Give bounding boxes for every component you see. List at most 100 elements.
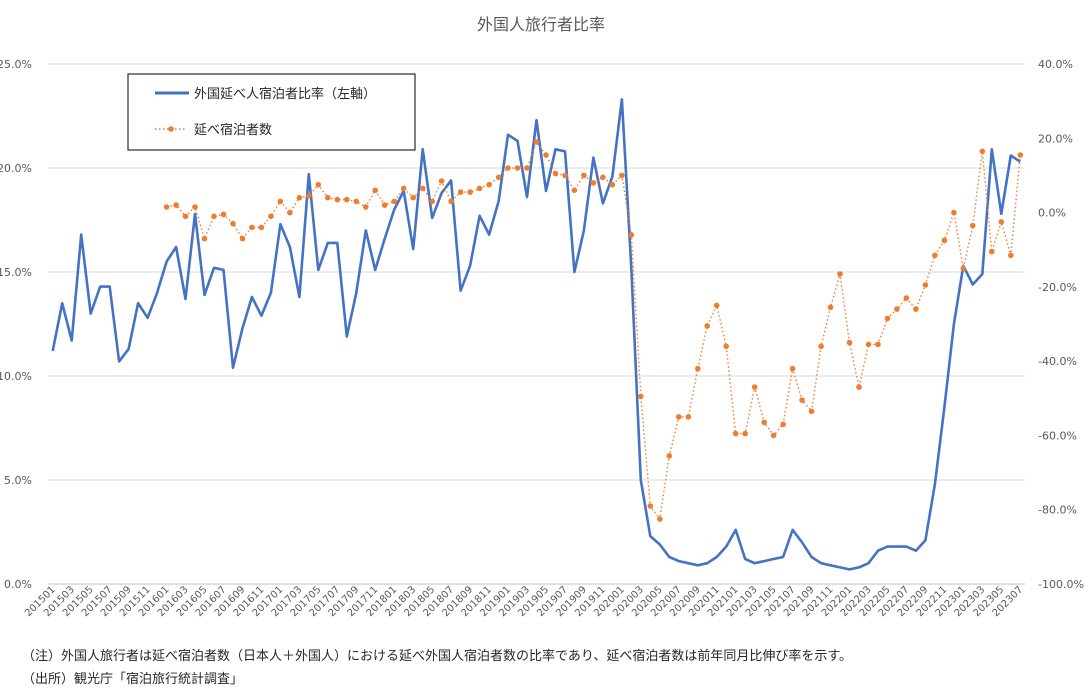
series-point (258, 224, 265, 231)
series-point (182, 213, 189, 220)
series-point (467, 189, 473, 195)
series-point (581, 172, 587, 179)
series-point (1008, 252, 1014, 259)
series-point (865, 341, 872, 348)
series-point (685, 414, 692, 420)
series-point (780, 421, 786, 428)
series-point (799, 397, 805, 403)
left-tick-label: 10.0% (0, 370, 32, 383)
series-guests (163, 139, 1024, 522)
series-point (1017, 152, 1024, 158)
series-point (742, 430, 748, 437)
series-point (827, 304, 834, 311)
left-tick-label: 20.0% (0, 162, 32, 175)
series-line (51, 98, 1022, 571)
series-point (695, 365, 701, 372)
series-point (979, 148, 986, 155)
series-point (533, 139, 540, 145)
series-point (818, 343, 824, 350)
series-point (552, 170, 559, 177)
chart-title: 外国人旅行者比率 (477, 15, 605, 34)
series-point (856, 384, 862, 390)
series-point (808, 408, 815, 415)
series-point (211, 213, 217, 220)
legend-box (127, 73, 416, 151)
series-point (657, 516, 663, 522)
right-tick-label: -40.0% (1038, 355, 1077, 368)
series-point (277, 198, 284, 205)
series-point (884, 315, 891, 322)
right-tick-label: -100.0% (1038, 578, 1084, 591)
left-tick-label: 5.0% (4, 474, 32, 487)
source-note: （出所）観光庁「宿泊旅行統計調査」 (22, 672, 244, 687)
series-point (894, 306, 900, 312)
series-point (638, 393, 644, 400)
series-ratio (51, 98, 1022, 571)
series-point (429, 198, 436, 205)
series-point (789, 365, 796, 372)
series-point (647, 503, 654, 509)
series-point (998, 219, 1005, 225)
right-tick-label: 40.0% (1038, 58, 1073, 71)
series-point (837, 271, 843, 277)
series-point (344, 196, 350, 203)
series-point (846, 339, 853, 346)
series-layer (51, 98, 1024, 571)
series-point (353, 198, 360, 205)
series-point (960, 265, 967, 272)
series-point (913, 306, 919, 312)
legend-label-ratio: 外国延べ人宿泊者比率（左軸） (194, 86, 376, 102)
series-point (713, 302, 720, 309)
series-point (287, 209, 293, 216)
series-point (239, 235, 246, 242)
legend-marker-guests (168, 126, 174, 132)
series-point (363, 204, 369, 210)
series-point (391, 198, 398, 205)
series-point (325, 194, 331, 201)
series-point (761, 419, 767, 426)
chart: 外国人旅行者比率 0.0% 5.0% 10.0% 15.0% 20.0% 25.0% -1… (0, 15, 1084, 619)
series-point (419, 185, 426, 192)
left-tick-label: 0.0% (4, 578, 32, 591)
series-point (628, 232, 635, 238)
series-point (372, 187, 379, 194)
series-point (619, 172, 625, 179)
series-point (524, 165, 530, 171)
right-tick-label: -20.0% (1038, 281, 1077, 294)
left-tick-label: 25.0% (0, 58, 32, 71)
series-point (334, 196, 341, 203)
series-point (400, 185, 407, 192)
left-axis: 0.0% 5.0% 10.0% 15.0% 20.0% 25.0% (0, 58, 32, 591)
series-point (505, 165, 511, 171)
series-point (268, 213, 274, 220)
series-point (732, 430, 739, 437)
series-point (230, 220, 236, 227)
series-point (676, 414, 682, 420)
series-point (543, 152, 549, 158)
series-point (315, 181, 322, 188)
series-point (201, 235, 208, 242)
series-point (970, 222, 976, 229)
series-point (486, 181, 492, 188)
series-point (922, 282, 929, 288)
series-line (166, 140, 1021, 521)
series-point (723, 343, 729, 350)
series-point (989, 248, 995, 255)
series-point (941, 237, 948, 244)
series-point (220, 211, 227, 218)
legend-label-guests: 延べ宿泊者数 (194, 122, 272, 138)
series-point (770, 432, 777, 439)
series-point (381, 202, 388, 208)
series-point (192, 204, 198, 210)
series-point (932, 252, 938, 259)
series-point (457, 189, 464, 195)
right-tick-label: 20.0% (1038, 132, 1073, 145)
series-point (163, 204, 170, 210)
series-point (609, 181, 616, 188)
series-point (296, 194, 303, 201)
x-axis: 2015012015032015052015072015092015112016… (23, 584, 1025, 619)
series-point (448, 198, 454, 205)
series-point (173, 202, 179, 208)
series-point (514, 165, 521, 171)
series-point (249, 224, 255, 231)
